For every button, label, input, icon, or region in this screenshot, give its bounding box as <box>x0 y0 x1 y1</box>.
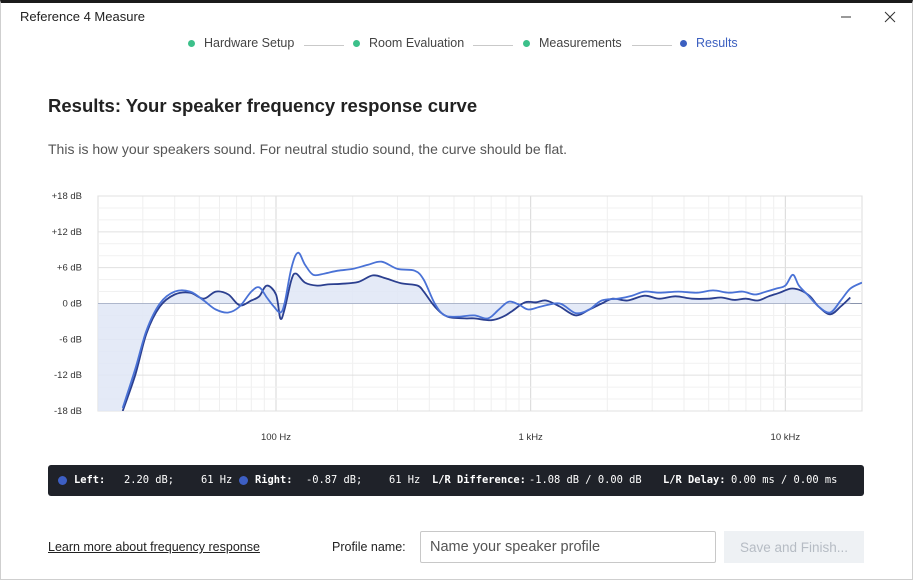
y-tick-label: -18 dB <box>54 406 82 417</box>
left-hz-value: 61 Hz <box>201 474 233 486</box>
y-tick-label: +18 dB <box>52 191 82 202</box>
left-channel-dot-icon <box>58 476 67 485</box>
step-complete-dot-icon <box>523 39 530 47</box>
left-label: Left: <box>74 474 106 486</box>
save-and-finish-button[interactable]: Save and Finish... <box>724 531 864 563</box>
right-channel-dot-icon <box>239 476 248 485</box>
y-tick-label: +12 dB <box>52 227 82 238</box>
wizard-stepper: Hardware Setup Room Evaluation Measureme… <box>0 36 911 56</box>
step-label: Room Evaluation <box>369 36 465 50</box>
x-tick-label: 100 Hz <box>261 432 291 443</box>
frequency-response-chart: +18 dB +12 dB +6 dB 0 dB -6 dB -12 dB -18 dB 10… <box>52 191 863 443</box>
measurement-stats-bar: Left: 2.20 dB; 61 Hz Right: -0.87 dB; 61… <box>48 465 864 496</box>
profile-name-label: Profile name: <box>332 540 406 554</box>
y-tick-label: +6 dB <box>57 263 82 274</box>
lr-delay-value: 0.00 ms / 0.00 ms <box>731 474 838 486</box>
right-db-value: -0.87 dB; <box>306 474 363 486</box>
step-room-evaluation: Room Evaluation <box>353 36 464 50</box>
step-active-dot-icon <box>680 39 687 47</box>
minimize-button[interactable] <box>824 3 868 31</box>
step-connector <box>473 45 513 46</box>
step-label: Results <box>696 36 738 50</box>
y-tick-label: -6 dB <box>59 334 82 345</box>
page-title: Results: Your speaker frequency response… <box>48 95 478 116</box>
close-icon <box>884 11 896 23</box>
x-tick-label: 1 kHz <box>519 432 544 443</box>
right-channel-curve <box>121 251 862 409</box>
page-subtitle: This is how your speakers sound. For neu… <box>48 141 568 157</box>
step-complete-dot-icon <box>353 39 360 47</box>
left-channel-curve <box>121 272 851 411</box>
y-tick-label: -12 dB <box>54 370 82 381</box>
step-measurements: Measurements <box>523 36 622 50</box>
app-title: Reference 4 Measure <box>20 9 146 24</box>
step-label: Hardware Setup <box>204 36 295 50</box>
close-button[interactable] <box>868 3 912 31</box>
step-hardware-setup: Hardware Setup <box>188 36 294 50</box>
y-tick-label: 0 dB <box>62 299 82 310</box>
step-connector <box>304 45 344 46</box>
lr-difference-value: -1.08 dB / 0.00 dB <box>529 474 642 486</box>
step-label: Measurements <box>539 36 622 50</box>
curves-group <box>98 251 862 411</box>
step-connector <box>632 45 672 46</box>
lr-delay-label: L/R Delay: <box>663 474 726 486</box>
right-hz-value: 61 Hz <box>389 474 421 486</box>
left-db-value: 2.20 dB; <box>124 474 175 486</box>
title-bar: Reference 4 Measure <box>1 3 912 33</box>
step-results: Results <box>680 36 738 50</box>
learn-more-link[interactable]: Learn more about frequency response <box>48 540 260 554</box>
right-label: Right: <box>255 474 293 486</box>
minimize-icon <box>841 16 851 18</box>
x-tick-label: 10 kHz <box>771 432 801 443</box>
step-complete-dot-icon <box>188 39 195 47</box>
profile-name-input[interactable] <box>420 531 716 563</box>
lr-difference-label: L/R Difference: <box>432 474 526 486</box>
